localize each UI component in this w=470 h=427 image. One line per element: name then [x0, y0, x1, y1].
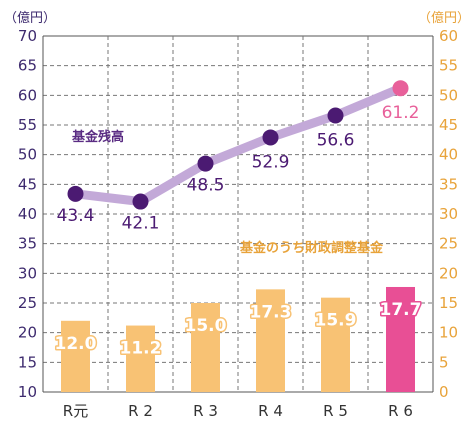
- bar-series-name: 基金のうち財政調整基金: [239, 240, 384, 256]
- right-tick-label: 10: [439, 324, 458, 342]
- right-tick-label: 50: [439, 86, 458, 104]
- line-value-label: 42.1: [122, 214, 160, 234]
- category-label: R 5: [323, 402, 348, 420]
- left-tick-label: 45: [18, 175, 37, 193]
- left-axis-unit: （億円）: [4, 10, 56, 26]
- category-label: R元: [63, 402, 88, 420]
- left-tick-label: 70: [18, 27, 37, 45]
- bar: [256, 289, 285, 392]
- right-tick-label: 40: [439, 146, 458, 164]
- left-tick-label: 55: [18, 116, 37, 134]
- line-marker: [262, 129, 279, 146]
- right-tick-label: 0: [439, 383, 449, 401]
- line-value-label: 61.2: [382, 103, 420, 123]
- bar-value-label: 15.9: [315, 311, 357, 331]
- bar-value-label: 17.3: [250, 302, 292, 322]
- grid: [42, 35, 434, 393]
- right-tick-label: 20: [439, 264, 458, 282]
- line-path: [71, 83, 405, 207]
- category-label: R 2: [128, 402, 153, 420]
- left-tick-label: 10: [18, 383, 37, 401]
- left-tick-label: 15: [18, 353, 37, 371]
- bar: [321, 297, 350, 392]
- axes: 10 15 20 25 30 35 40 45 50 55 60 65 70 0 5 10 15 20 25 30 35…: [18, 27, 458, 420]
- category-label: R 4: [258, 402, 283, 420]
- bars: [61, 286, 415, 392]
- line-series: [67, 80, 409, 210]
- data-labels: 12.0 11.2 15.0 17.3 15.9 17.7 43.4 42.1 48.5 52.9…: [53, 103, 423, 360]
- line-marker: [392, 80, 409, 97]
- bar: [386, 286, 415, 392]
- line-value-label: 43.4: [57, 206, 95, 226]
- right-tick-label: 25: [439, 235, 458, 253]
- bar: [191, 303, 220, 392]
- left-tick-label: 20: [18, 324, 37, 342]
- bar: [61, 320, 90, 392]
- line-value-label: 56.6: [317, 131, 355, 151]
- bar-value-label: 15.0: [185, 316, 227, 336]
- right-tick-label: 15: [439, 294, 458, 312]
- left-tick-label: 35: [18, 235, 37, 253]
- line-series-name: 基金残高: [71, 129, 124, 145]
- line-value-label: 52.9: [252, 152, 290, 172]
- left-tick-label: 65: [18, 57, 37, 75]
- right-tick-label: 60: [439, 27, 458, 45]
- bar-value-label: 17.7: [380, 300, 422, 320]
- left-tick-label: 60: [18, 86, 37, 104]
- left-tick-label: 40: [18, 205, 37, 223]
- line-marker: [197, 155, 214, 172]
- category-label: R 3: [193, 402, 218, 420]
- right-tick-label: 45: [439, 116, 458, 134]
- line-value-label: 48.5: [187, 176, 225, 196]
- right-tick-label: 35: [439, 175, 458, 193]
- category-label: R 6: [388, 402, 413, 420]
- left-tick-label: 50: [18, 146, 37, 164]
- right-tick-label: 55: [439, 57, 458, 75]
- line-marker: [67, 185, 84, 202]
- right-axis-unit: （億円）: [418, 10, 470, 26]
- line-marker: [132, 193, 149, 210]
- bar-value-label: 11.2: [120, 339, 162, 359]
- right-tick-label: 30: [439, 205, 458, 223]
- bar-value-label: 12.0: [55, 334, 97, 354]
- bar: [126, 325, 155, 392]
- left-tick-label: 25: [18, 294, 37, 312]
- line-marker: [327, 107, 344, 124]
- right-tick-label: 5: [439, 353, 449, 371]
- left-tick-label: 30: [18, 264, 37, 282]
